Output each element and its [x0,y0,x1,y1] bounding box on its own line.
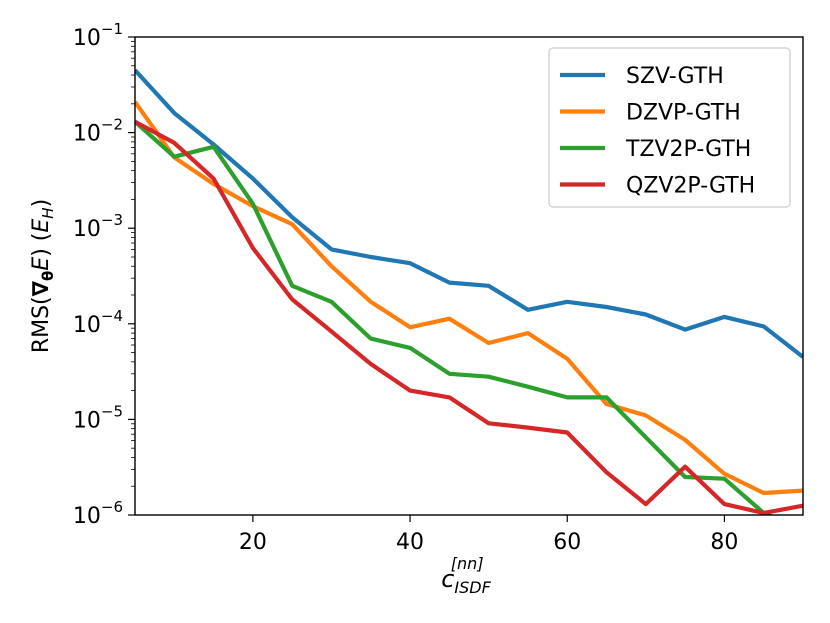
legend-label: DZVP-GTH [626,101,741,126]
y-axis: 10−6 10−5 10−4 10−3 10−2 10−1 [73,20,135,529]
x-tick-label: 60 [553,530,581,555]
series-line-dzvp-gth [135,100,803,496]
x-tick-label: 40 [396,530,424,555]
x-axis-label: cISDF[nn] [441,554,491,597]
x-axis: 20 40 60 80 [239,515,738,555]
series-layer [135,68,803,515]
y-tick-label: 10−3 [73,211,123,242]
y-tick-label: 10−6 [73,498,123,529]
legend: SZV-GTH DZVP-GTH TZV2P-GTH QZV2P-GTH [548,47,791,208]
y-tick-label: 10−1 [73,20,123,51]
legend-label: SZV-GTH [626,64,724,89]
legend-box [548,47,791,208]
x-tick-label: 80 [710,530,738,555]
y-tick-label: 10−5 [73,402,123,433]
y-axis-label: RMS(∇θE) (EH) [29,199,57,353]
y-tick-label: 10−2 [73,116,123,147]
legend-label: QZV2P-GTH [626,174,755,199]
plot-frame [134,36,804,516]
series-line-qzv2p-gth [135,119,803,515]
legend-label: TZV2P-GTH [625,137,751,162]
y-tick-label: 10−4 [73,307,123,338]
series-line-szv-gth [135,68,803,359]
x-tick-label: 20 [239,530,267,555]
series-line-tzv2p-gth [135,120,774,515]
